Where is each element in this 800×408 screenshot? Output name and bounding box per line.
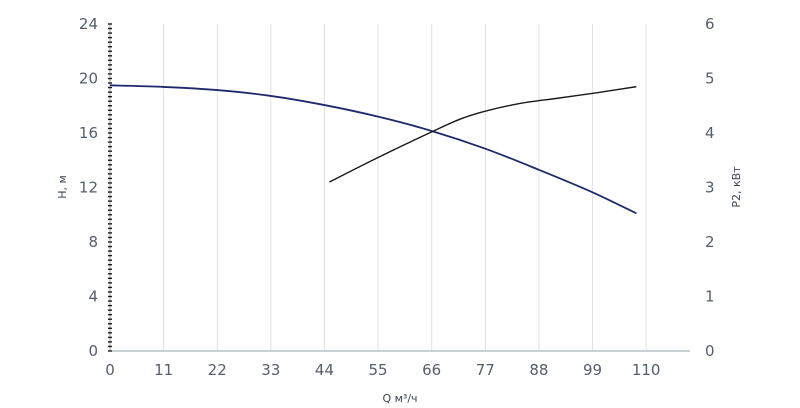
x-tick-label: 66: [422, 361, 441, 379]
power-curve-line: [329, 85, 637, 183]
right-tick-label: 3: [705, 179, 715, 197]
left-axis-title: H, м: [56, 175, 69, 199]
axes: [108, 23, 690, 352]
x-axis-title: Q м³/ч: [382, 392, 417, 405]
x-tick-label: 44: [315, 361, 334, 379]
series: [109, 84, 637, 215]
left-tick-label: 4: [88, 288, 98, 306]
left-tick-label: 12: [79, 179, 98, 197]
head-curve-line: [109, 84, 637, 215]
grid-lines: [163, 24, 647, 351]
x-tick-label: 33: [261, 361, 280, 379]
x-tick-label: 55: [369, 361, 388, 379]
left-tick-label: 8: [88, 233, 98, 251]
x-tick-label: 11: [154, 361, 173, 379]
right-tick-label: 2: [705, 233, 715, 251]
x-tick-label: 77: [476, 361, 495, 379]
left-tick-label: 24: [79, 15, 98, 33]
x-tick-label: 110: [632, 361, 661, 379]
left-tick-label: 20: [79, 70, 98, 88]
right-axis-title: P2, кВт: [730, 166, 743, 208]
left-tick-label: 0: [88, 342, 98, 360]
x-tick-label: 22: [208, 361, 227, 379]
x-tick-label: 0: [105, 361, 115, 379]
right-tick-label: 6: [705, 15, 715, 33]
right-tick-label: 4: [705, 124, 715, 142]
right-tick-label: 0: [705, 342, 715, 360]
x-tick-label: 88: [529, 361, 548, 379]
right-tick-label: 1: [705, 288, 715, 306]
left-tick-label: 16: [79, 124, 98, 142]
right-tick-label: 5: [705, 70, 715, 88]
x-tick-label: 99: [583, 361, 602, 379]
